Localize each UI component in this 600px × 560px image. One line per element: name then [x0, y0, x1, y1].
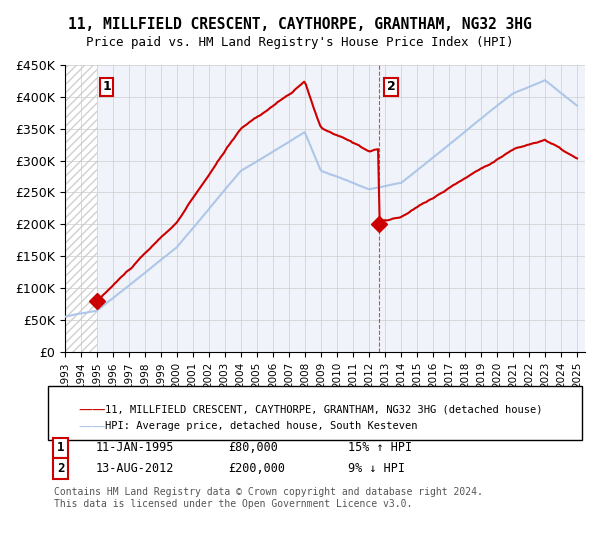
Text: 13-AUG-2012: 13-AUG-2012: [96, 462, 175, 475]
Text: ——: ——: [78, 404, 106, 418]
Text: HPI: Average price, detached house, South Kesteven: HPI: Average price, detached house, Sout…: [105, 421, 418, 431]
Text: Contains HM Land Registry data © Crown copyright and database right 2024.
This d: Contains HM Land Registry data © Crown c…: [54, 487, 483, 509]
Text: 11, MILLFIELD CRESCENT, CAYTHORPE, GRANTHAM, NG32 3HG: 11, MILLFIELD CRESCENT, CAYTHORPE, GRANT…: [68, 17, 532, 32]
Text: 11-JAN-1995: 11-JAN-1995: [96, 441, 175, 454]
Text: 9% ↓ HPI: 9% ↓ HPI: [348, 462, 405, 475]
Text: 11, MILLFIELD CRESCENT, CAYTHORPE, GRANTHAM, NG32 3HG (detached house): 11, MILLFIELD CRESCENT, CAYTHORPE, GRANT…: [105, 404, 542, 414]
Text: 11, MILLFIELD CRESCENT, CAYTHORPE, GRANTHAM, NG32 3HG (detached house): 11, MILLFIELD CRESCENT, CAYTHORPE, GRANT…: [105, 404, 542, 414]
Bar: [65, 65, 97, 352]
Text: 15% ↑ HPI: 15% ↑ HPI: [348, 441, 412, 454]
Text: £80,000: £80,000: [228, 441, 278, 454]
Text: 2: 2: [57, 462, 65, 475]
Text: £200,000: £200,000: [228, 462, 285, 475]
Text: ——: ——: [78, 406, 106, 420]
Text: Price paid vs. HM Land Registry's House Price Index (HPI): Price paid vs. HM Land Registry's House …: [86, 36, 514, 49]
Text: ——: ——: [78, 421, 106, 435]
Text: 2: 2: [387, 80, 395, 94]
Text: 1: 1: [102, 80, 111, 94]
Text: ——: ——: [78, 423, 106, 437]
Text: 1: 1: [57, 441, 65, 454]
Text: HPI: Average price, detached house, South Kesteven: HPI: Average price, detached house, Sout…: [105, 421, 418, 431]
